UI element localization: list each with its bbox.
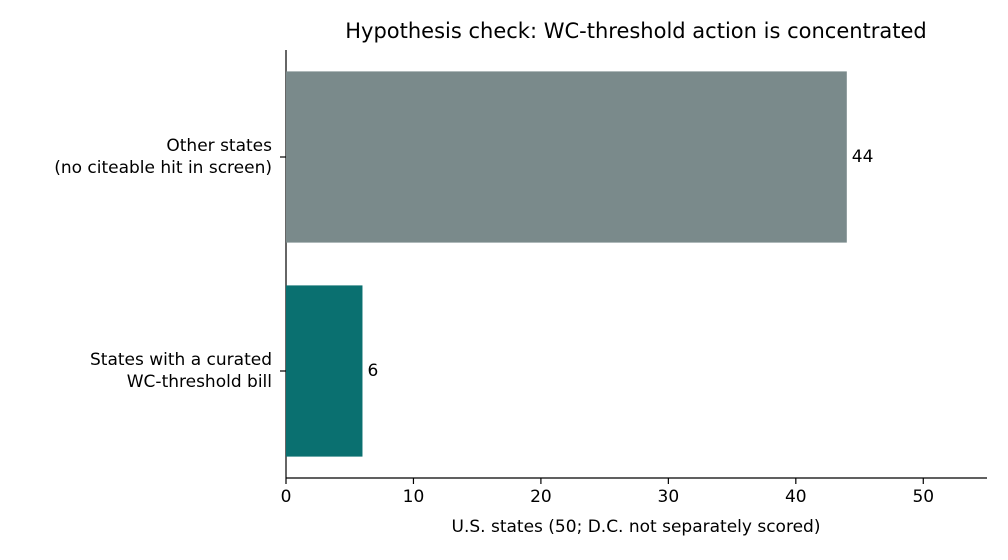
- x-tick-label: 30: [658, 487, 680, 507]
- x-tick-label: 20: [530, 487, 552, 507]
- x-tick-label: 50: [912, 487, 934, 507]
- x-tick-label: 0: [281, 487, 292, 507]
- y-tick-label: States with a curated: [90, 350, 272, 370]
- chart-title: Hypothesis check: WC-threshold action is…: [345, 19, 927, 43]
- y-tick-label: (no citeable hit in screen): [54, 158, 272, 178]
- y-tick-label: Other states: [166, 136, 272, 156]
- bar: [286, 71, 847, 243]
- x-tick-label: 10: [403, 487, 425, 507]
- x-axis-label: U.S. states (50; D.C. not separately sco…: [452, 517, 821, 537]
- bar: [286, 285, 363, 457]
- value-label: 6: [367, 361, 378, 381]
- x-tick-label: 40: [785, 487, 807, 507]
- y-tick-label: WC-threshold bill: [127, 372, 272, 392]
- value-label: 44: [852, 147, 874, 167]
